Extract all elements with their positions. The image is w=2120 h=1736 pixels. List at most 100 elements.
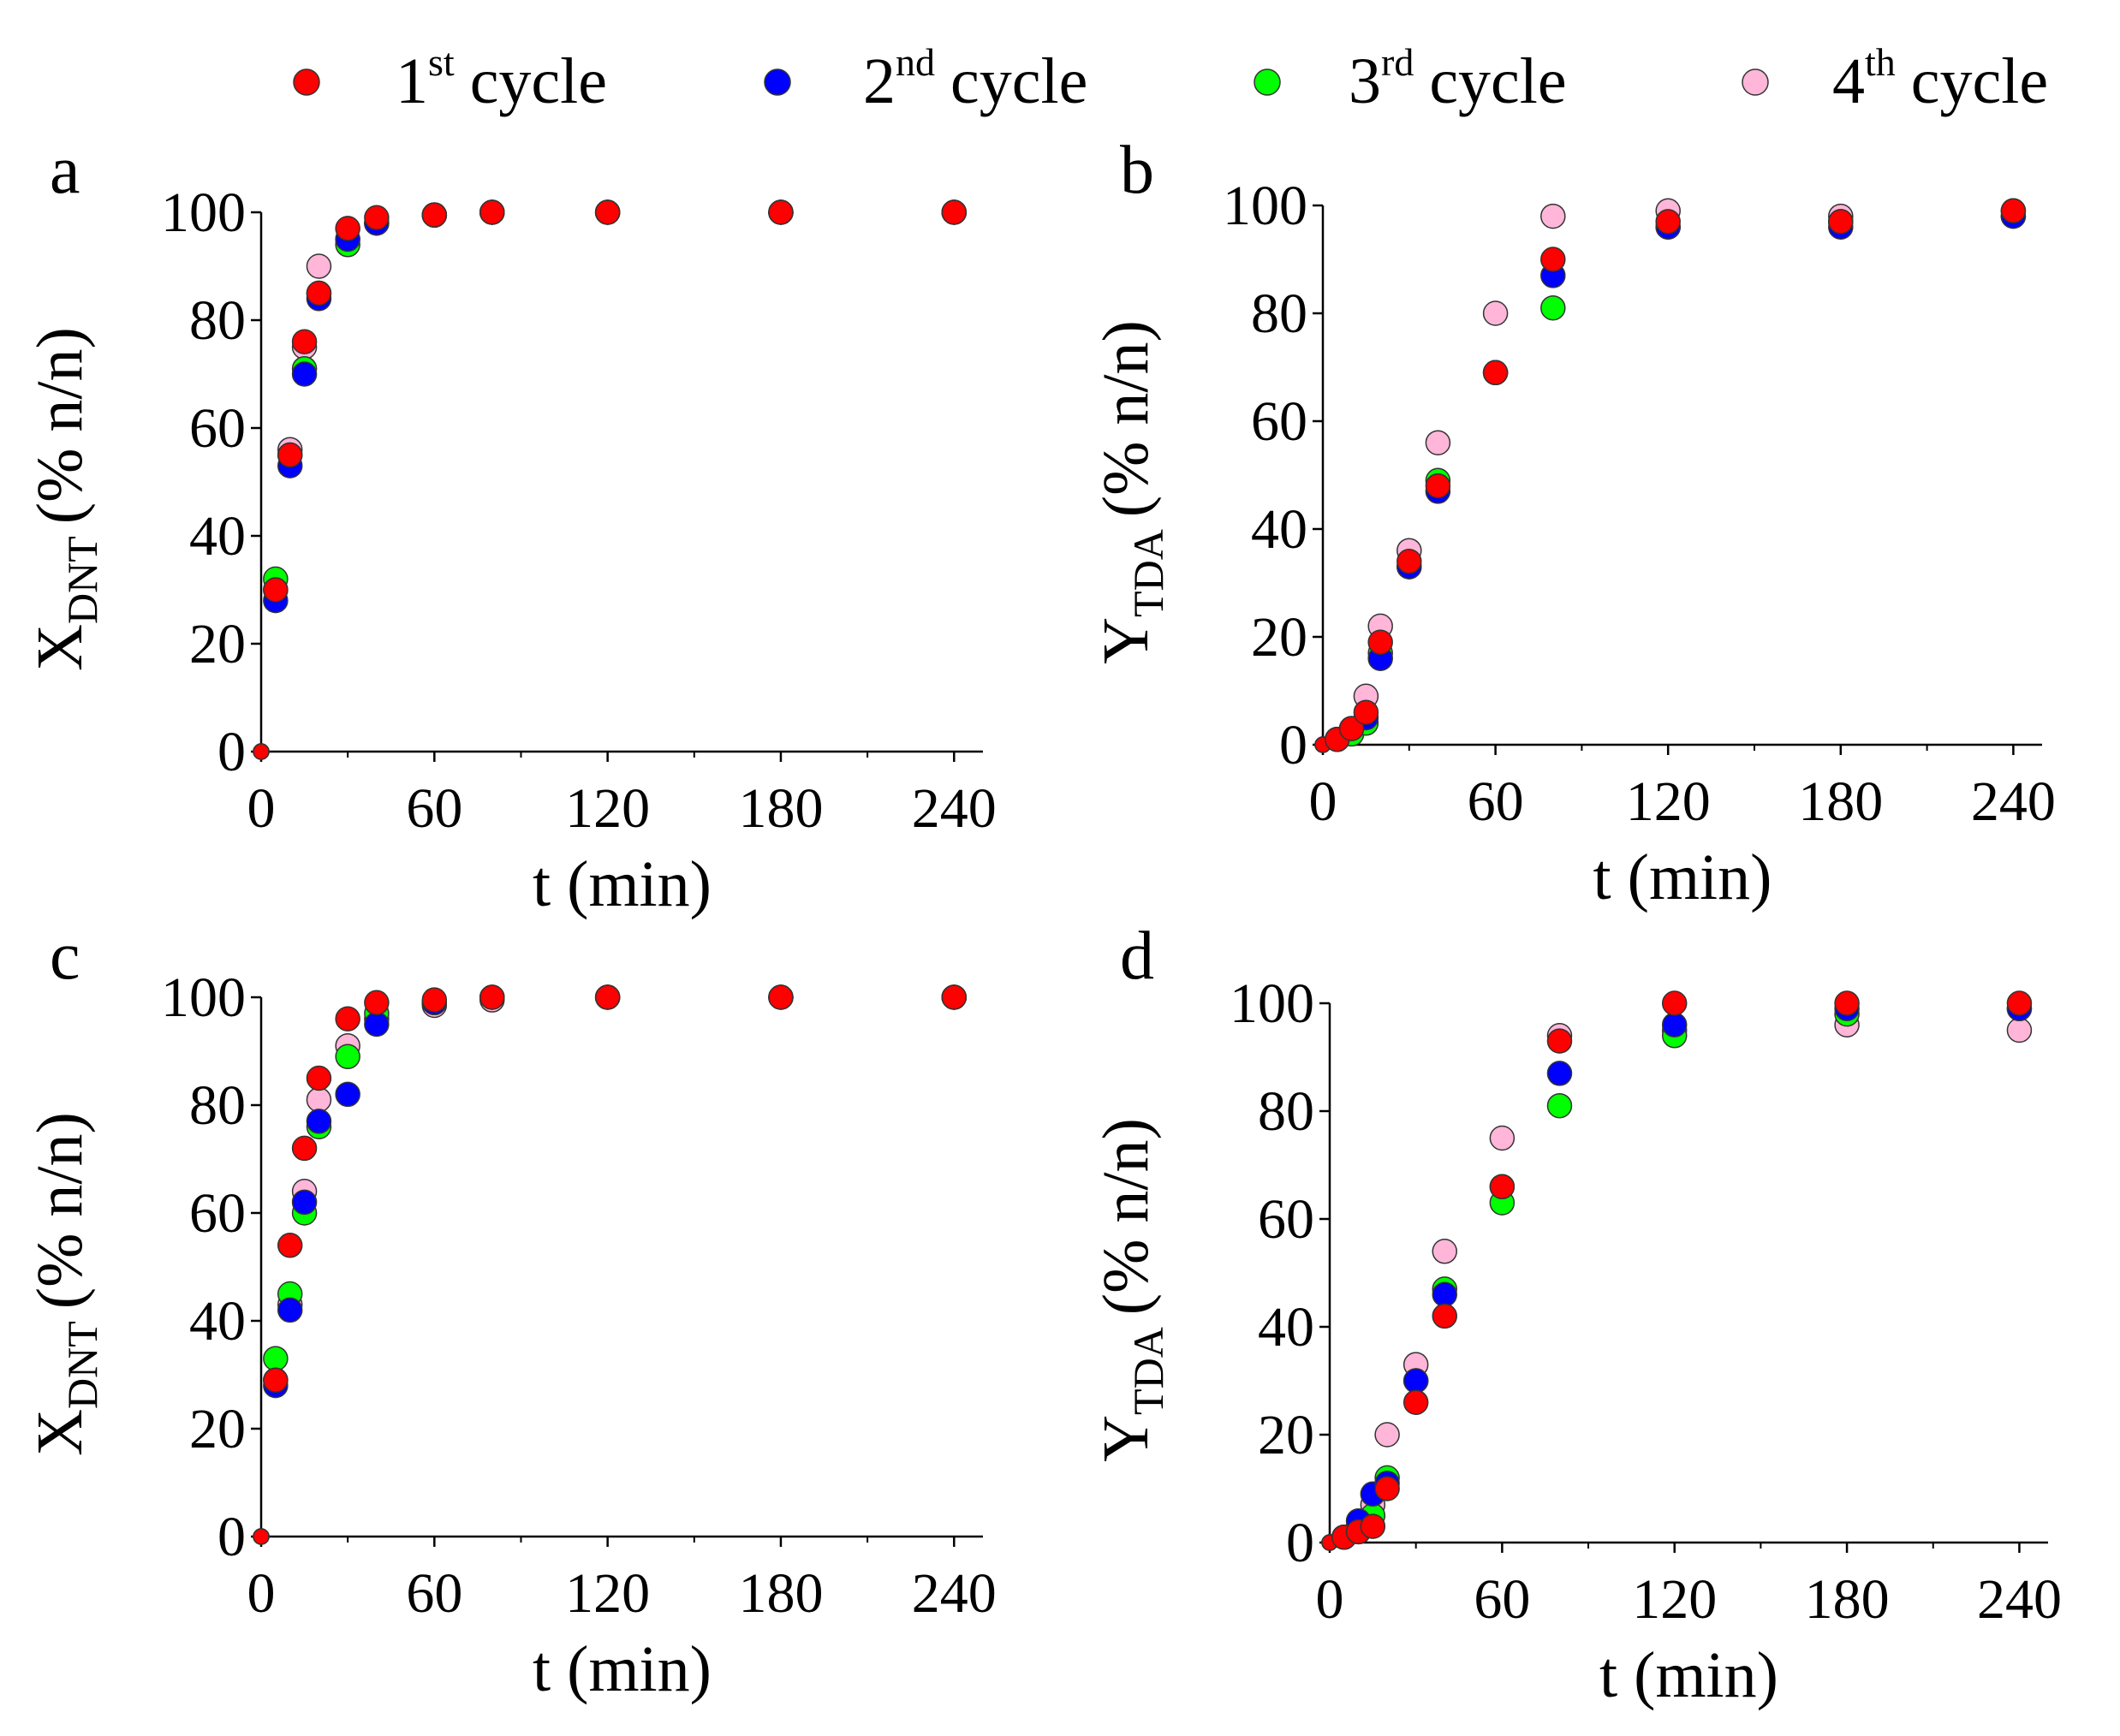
y-tick-label: 20	[189, 1398, 246, 1460]
y-tick-label: 40	[189, 1290, 246, 1353]
y-tick-label: 40	[189, 505, 246, 568]
x-tick-label: 240	[1971, 770, 2056, 833]
data-point	[263, 1367, 289, 1394]
panel-c: c 0 60 120 180 240 0 20 40 60 80 100 t (min) XDNT (% n…	[24, 919, 997, 1705]
data-point	[291, 361, 318, 387]
x-tick-label: 60	[406, 777, 462, 840]
data-point	[1489, 1174, 1516, 1199]
data-point	[1353, 699, 1379, 725]
y-tick-label: 80	[189, 1074, 246, 1137]
y-tick-label: 80	[189, 289, 246, 352]
panel-a: a 0 60 120 180 240 0 20 40 60 80 100 t (min) XDNT (% n…	[24, 133, 997, 920]
series-2	[253, 199, 968, 760]
x-tick-label: 60	[406, 1562, 462, 1625]
data-point	[1661, 990, 1688, 1016]
y-tick-label: 20	[189, 613, 246, 675]
data-point	[1546, 1028, 1573, 1054]
panel-letter: a	[50, 133, 80, 208]
series-4	[253, 984, 968, 1545]
x-tick-label: 180	[738, 777, 823, 840]
series-1	[253, 199, 968, 760]
panel-b: b 0 60 120 180 240 0 20 40 60 80 100 t (min) YTDA (% n…	[1090, 133, 2056, 913]
data-point	[263, 1346, 289, 1371]
x-tick-label: 0	[1309, 770, 1337, 833]
y-tick-label: 80	[1258, 1080, 1314, 1143]
y-axis-label-sub: DNT	[58, 536, 106, 624]
y-axis-label: XDNT (% n/n)	[24, 327, 106, 671]
series-4	[253, 199, 968, 760]
data-point	[768, 199, 794, 225]
y-axis-label-main: X	[24, 1409, 96, 1456]
panel-letter: b	[1120, 133, 1154, 208]
y-tick-label: 20	[1251, 606, 1307, 669]
x-tick-label: 0	[1316, 1568, 1344, 1631]
y-tick-label: 100	[161, 181, 246, 244]
data-point	[1396, 549, 1422, 574]
y-tick-label: 100	[1230, 972, 1314, 1035]
data-point	[1425, 430, 1451, 455]
data-point	[291, 1189, 318, 1216]
series-1	[1321, 990, 2033, 1551]
data-point	[277, 1233, 303, 1258]
x-tick-label: 60	[1468, 770, 1524, 833]
legend-marker-3	[1254, 68, 1281, 96]
data-point	[1338, 716, 1365, 741]
legend-label-4: 4th cycle	[1832, 40, 2048, 117]
data-point	[1482, 360, 1509, 386]
data-point	[306, 280, 332, 306]
data-point	[1374, 1422, 1400, 1448]
data-point	[335, 1006, 360, 1031]
data-point	[364, 1011, 390, 1037]
data-point	[941, 199, 968, 225]
panel-letter: d	[1120, 919, 1154, 994]
data-point	[1360, 1513, 1386, 1539]
series-3	[253, 984, 968, 1545]
data-point	[1402, 1389, 1429, 1415]
data-point	[335, 1043, 360, 1070]
data-point	[1546, 1092, 1573, 1119]
data-point	[1402, 1368, 1429, 1394]
y-axis-label-main: Y	[1090, 1415, 1162, 1462]
series-2	[1314, 203, 2027, 753]
series-4	[1321, 1012, 2033, 1551]
y-tick-label: 0	[1286, 1512, 1314, 1574]
data-point	[1546, 1061, 1573, 1086]
data-point	[2006, 990, 2033, 1016]
data-point	[335, 216, 360, 241]
x-tick-label: 120	[1632, 1568, 1717, 1631]
series-3	[1321, 996, 2033, 1551]
y-axis-label-main: X	[24, 624, 96, 671]
data-point	[1828, 209, 1854, 235]
series-3	[1314, 198, 2027, 753]
data-point	[364, 990, 390, 1016]
data-point	[306, 1086, 332, 1113]
y-axis-label-units: (% n/n)	[24, 327, 96, 524]
data-point	[2006, 1017, 2033, 1043]
series-1	[253, 984, 968, 1545]
x-tick-label: 180	[1798, 770, 1883, 833]
y-tick-label: 40	[1258, 1296, 1314, 1358]
data-point	[1482, 300, 1509, 326]
data-point	[1540, 247, 1566, 272]
data-point	[306, 253, 332, 279]
series-2	[253, 984, 968, 1545]
data-point	[1425, 473, 1451, 499]
data-point	[253, 1528, 270, 1545]
y-axis-label: YTDA (% n/n)	[1090, 320, 1172, 664]
series-2	[1321, 996, 2033, 1551]
legend-label-base: 4	[1832, 45, 1865, 117]
data-point	[335, 1081, 360, 1108]
x-tick-label: 120	[1626, 770, 1711, 833]
y-axis-label-sub: TDA	[1124, 529, 1172, 617]
x-tick-label: 240	[1977, 1568, 2062, 1631]
data-point	[421, 987, 448, 1013]
legend-label-3: 3rd cycle	[1349, 40, 1567, 117]
data-point	[479, 984, 505, 1010]
data-point	[768, 984, 794, 1010]
data-point	[306, 1065, 332, 1091]
data-point	[941, 984, 968, 1010]
data-point	[263, 577, 289, 603]
series-1	[1314, 198, 2027, 753]
